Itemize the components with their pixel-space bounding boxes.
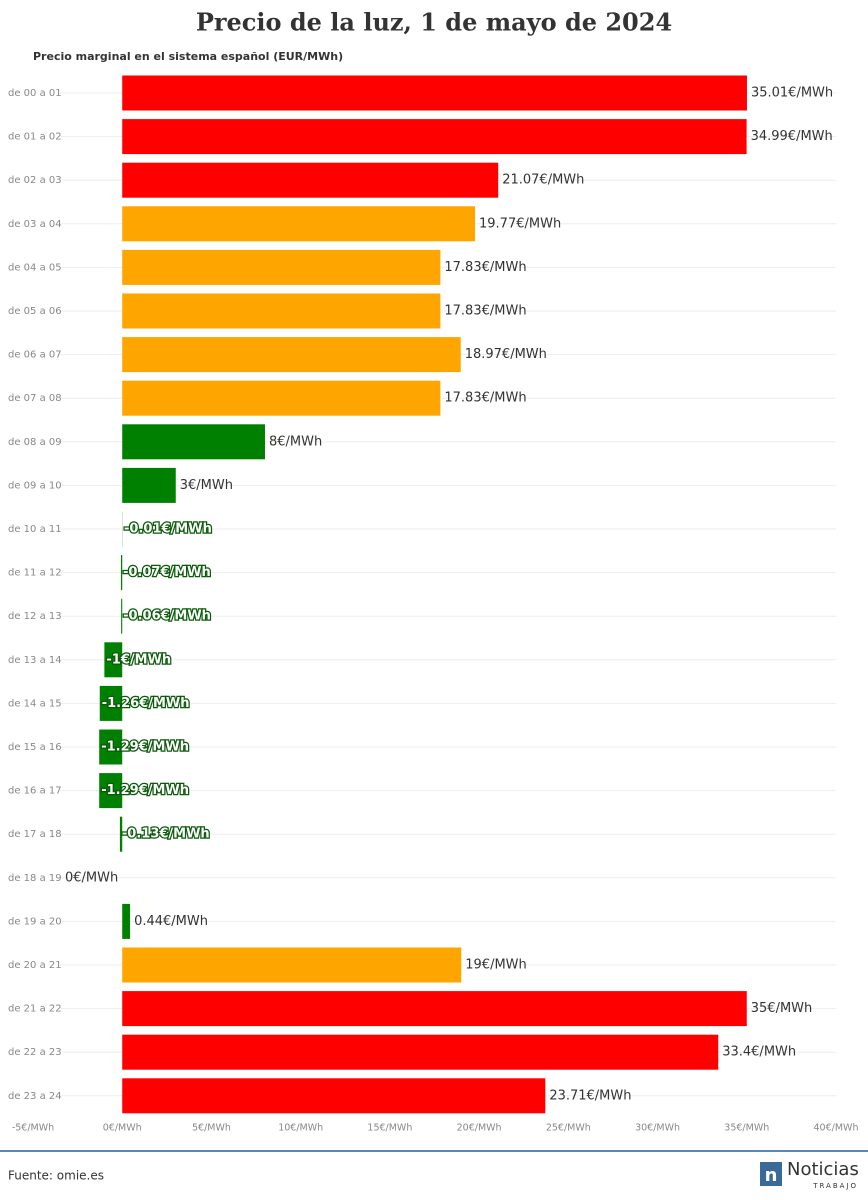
y-tick-label: de 07 a 08 [8,393,62,404]
y-tick-label: de 10 a 11 [8,524,62,535]
bar [122,337,461,373]
value-label: 34.99€/MWh [751,129,833,144]
y-tick-label: de 17 a 18 [8,829,62,840]
y-tick-label: de 15 a 16 [8,742,62,753]
x-tick-label: 10€/MWh [278,1123,323,1134]
bar [104,642,123,678]
value-label: 18.97€/MWh [465,347,547,362]
y-tick-label: de 02 a 03 [8,175,62,186]
bar [99,685,123,721]
value-label: 21.07€/MWh [502,173,584,188]
chart-title: Precio de la luz, 1 de mayo de 2024 [196,8,672,37]
bar [122,75,747,111]
bar [120,555,123,591]
y-tick-label: de 14 a 15 [8,698,62,709]
value-label: 0.44€/MWh [134,914,208,929]
bar [122,206,476,242]
bar [122,249,441,285]
value-label: 35€/MWh [751,1001,813,1016]
y-tick-label: de 03 a 04 [8,219,62,230]
value-label: 0€/MWh [65,870,118,885]
x-tick-label: 5€/MWh [192,1123,231,1134]
source: Fuente: omie.es [8,1169,104,1183]
y-tick-label: de 06 a 07 [8,350,62,361]
y-tick-label: de 05 a 06 [8,306,62,317]
x-tick-label: -5€/MWh [12,1123,54,1134]
bar [122,1034,719,1070]
bar [122,991,747,1027]
bar [122,380,441,416]
y-tick-label: de 21 a 22 [8,1004,62,1015]
bar [122,903,131,939]
bar [119,816,123,852]
logo-tagline: TRABAJO [812,1182,858,1190]
y-tick-label: de 13 a 14 [8,655,62,666]
value-label: -1.29€/MWh [101,783,189,798]
x-tick-label: 40€/MWh [814,1123,859,1134]
x-tick-label: 35€/MWh [724,1123,769,1134]
value-label: 19€/MWh [465,958,527,973]
value-label: -1.26€/MWh [102,696,190,711]
x-tick-label: 30€/MWh [635,1123,680,1134]
bar [121,598,123,634]
bar [122,947,462,983]
x-tick-label: 20€/MWh [457,1123,502,1134]
value-label: -1.29€/MWh [101,740,189,755]
bar [122,162,499,198]
bar [99,773,123,809]
logo-icon [760,1162,782,1186]
x-tick-label: 0€/MWh [103,1123,142,1134]
value-label: 17.83€/MWh [444,260,526,275]
value-label: 19.77€/MWh [479,216,561,231]
y-tick-label: de 22 a 23 [8,1047,62,1058]
bar [122,293,441,329]
chart-subtitle: Precio marginal en el sistema español (E… [33,50,343,63]
y-tick-label: de 11 a 12 [8,568,62,579]
value-label: -0.13€/MWh [122,827,210,842]
value-label: 23.71€/MWh [549,1088,631,1103]
bar [122,119,747,155]
logo-icon-letter: n [765,1165,778,1186]
y-tick-label: de 08 a 09 [8,437,62,448]
value-label: 17.83€/MWh [444,304,526,319]
value-label: 3€/MWh [180,478,233,493]
y-tick-label: de 09 a 10 [8,480,62,491]
value-label: 35.01€/MWh [751,86,833,101]
y-tick-label: de 23 a 24 [8,1091,62,1102]
y-tick-label: de 20 a 21 [8,960,62,971]
bar [122,1078,546,1114]
x-tick-label: 25€/MWh [546,1123,591,1134]
y-tick-label: de 12 a 13 [8,611,62,622]
y-tick-label: de 19 a 20 [8,916,62,927]
y-tick-label: de 16 a 17 [8,786,62,797]
y-tick-label: de 00 a 01 [8,88,62,99]
value-label: 33.4€/MWh [722,1045,796,1060]
y-tick-label: de 04 a 05 [8,262,62,273]
y-tick-label: de 01 a 02 [8,132,62,143]
bar [99,729,123,765]
value-label: -0.01€/MWh [124,522,212,537]
x-tick-label: 15€/MWh [367,1123,412,1134]
bar [122,467,176,503]
value-label: -0.06€/MWh [123,609,211,624]
value-label: 17.83€/MWh [444,391,526,406]
bar [122,424,265,460]
y-tick-label: de 18 a 19 [8,873,62,884]
value-label: -1€/MWh [106,652,171,667]
value-label: -0.07€/MWh [123,565,211,580]
logo-name: Noticias [787,1159,859,1180]
value-label: 8€/MWh [269,434,322,449]
